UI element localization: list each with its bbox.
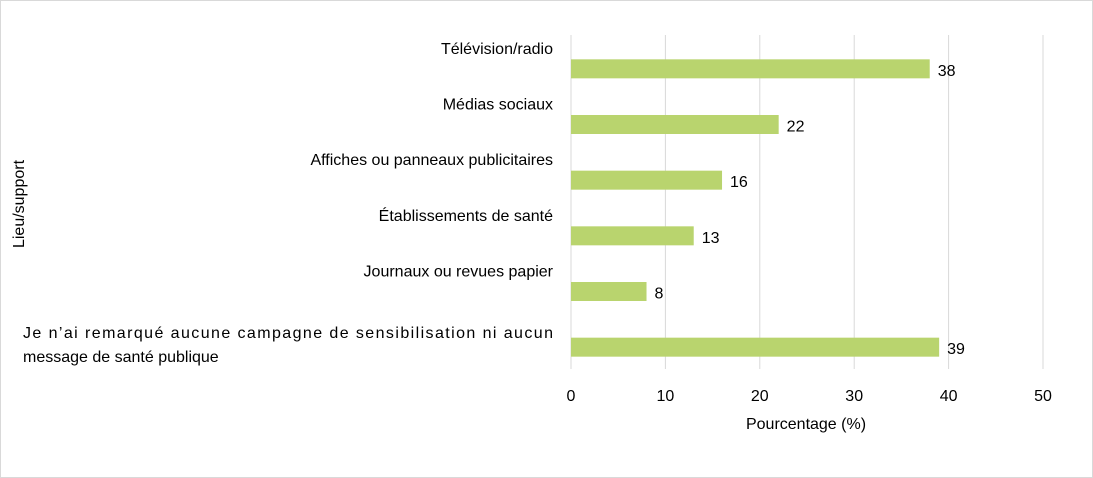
bar xyxy=(571,226,694,246)
data-label: 39 xyxy=(947,341,965,358)
data-label: 16 xyxy=(730,174,748,191)
x-tick-labels: 0 10 20 30 40 50 xyxy=(567,388,1052,405)
data-label: 8 xyxy=(655,286,664,303)
x-tick-label: 50 xyxy=(1034,388,1052,405)
x-tick-label: 0 xyxy=(567,388,576,405)
category-label: Affiches ou panneaux publicitaires xyxy=(310,152,553,169)
x-tick-label: 20 xyxy=(751,388,769,405)
category-label: Télévision/radio xyxy=(441,41,553,58)
x-tick-label: 10 xyxy=(657,388,675,405)
y-axis-title: Lieu/support xyxy=(11,159,28,248)
bar xyxy=(571,282,647,301)
x-tick-label: 40 xyxy=(940,388,958,405)
data-label: 13 xyxy=(702,230,720,247)
x-axis-title: Pourcentage (%) xyxy=(746,416,866,433)
data-label: 38 xyxy=(938,63,956,80)
category-labels: Télévision/radio Médias sociaux Affiches o… xyxy=(23,41,554,366)
bar xyxy=(571,115,779,134)
category-label: Médias sociaux xyxy=(443,97,553,114)
data-labels: 38 22 16 13 8 39 xyxy=(655,63,966,358)
category-label-line: Je n’ai remarqué aucune campagne de sens… xyxy=(23,325,553,342)
category-label: Établissements de santé xyxy=(379,206,553,225)
x-tick-label: 30 xyxy=(845,388,863,405)
bar xyxy=(571,59,930,79)
bar xyxy=(571,337,940,357)
bar xyxy=(571,170,723,190)
data-label: 22 xyxy=(787,119,805,136)
category-label-line: message de santé publique xyxy=(23,349,219,366)
gridlines xyxy=(570,35,1044,369)
category-label: Journaux ou revues papier xyxy=(364,264,554,281)
bars xyxy=(571,59,940,357)
